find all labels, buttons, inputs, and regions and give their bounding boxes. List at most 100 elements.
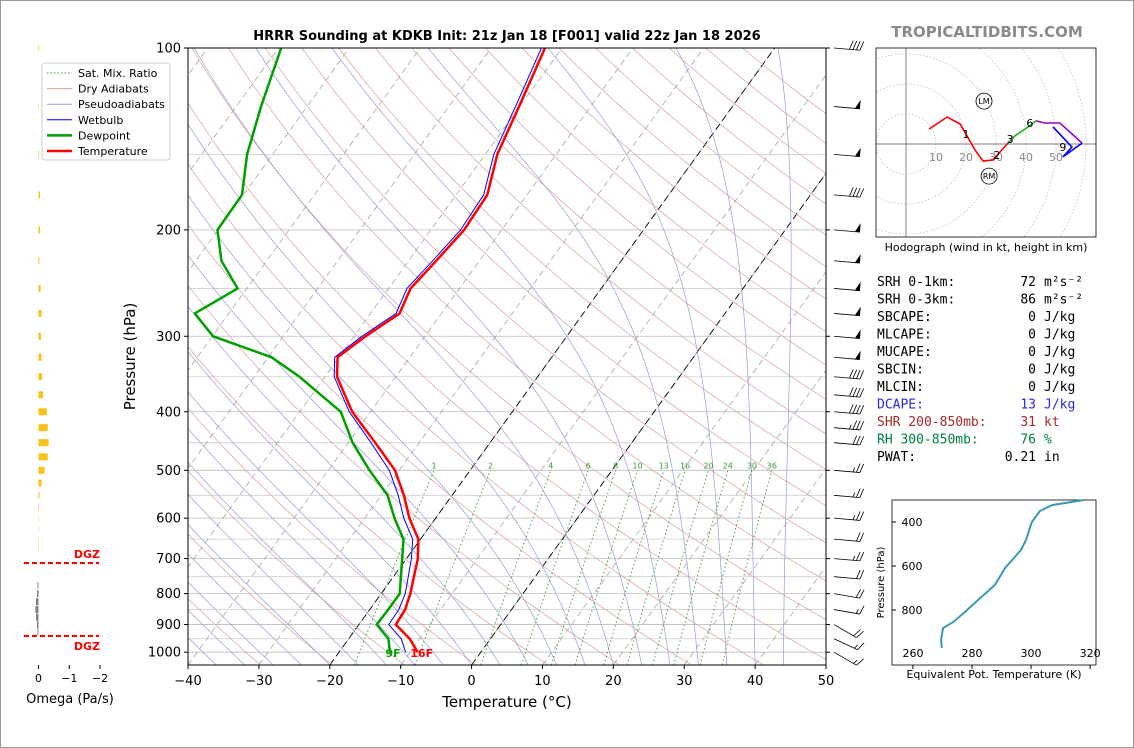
barb-pennant bbox=[854, 281, 861, 291]
wind-barb bbox=[833, 435, 865, 446]
highlight-isotherm bbox=[471, 172, 826, 665]
barb-full bbox=[849, 40, 854, 50]
omega-bar bbox=[38, 491, 40, 499]
stat-unit: % bbox=[1044, 433, 1052, 448]
mixing-ratio-line bbox=[603, 470, 665, 665]
stat-label: MUCAPE: bbox=[877, 345, 932, 360]
y-tick-label: 400 bbox=[156, 405, 181, 420]
barb-full bbox=[859, 421, 865, 431]
barb-staff bbox=[833, 558, 860, 562]
omega-bar bbox=[38, 257, 40, 265]
wind-barb bbox=[833, 624, 864, 638]
barb-full bbox=[859, 436, 865, 446]
x-tick-label: 0 bbox=[467, 674, 475, 689]
y-tick-label: 300 bbox=[156, 330, 181, 345]
y-tick-label: 600 bbox=[902, 560, 923, 573]
isotherm bbox=[188, 48, 634, 665]
barb-pennant bbox=[854, 99, 861, 109]
barb-full bbox=[852, 187, 858, 197]
barb-staff bbox=[833, 576, 860, 580]
x-axis-label: Omega (Pa/s) bbox=[26, 692, 114, 707]
barb-full bbox=[856, 187, 861, 197]
mixing-ratio-line bbox=[673, 470, 729, 665]
barb-full bbox=[852, 369, 858, 379]
storm-motion-label: LM bbox=[978, 97, 989, 106]
barb-staff bbox=[833, 624, 857, 638]
x-axis-label: Equivalent Pot. Temperature (K) bbox=[906, 668, 1081, 681]
barb-staff bbox=[833, 638, 858, 651]
pseudoadiabat bbox=[188, 553, 302, 665]
omega-bar bbox=[36, 590, 39, 598]
barb-full bbox=[856, 41, 861, 51]
y-tick-label: 800 bbox=[902, 604, 923, 617]
y-axis-label: Pressure (hPa) bbox=[121, 303, 139, 411]
x-tick-label: 50 bbox=[818, 674, 835, 689]
barb-full bbox=[859, 370, 865, 380]
y-tick-label: 600 bbox=[156, 512, 181, 527]
x-tick-label: −10 bbox=[387, 674, 414, 689]
omega-bar bbox=[38, 466, 45, 474]
y-tick-label: 400 bbox=[902, 516, 923, 529]
wind-barb bbox=[833, 147, 861, 158]
dry-adiabat bbox=[521, 48, 826, 300]
pseudoadiabat bbox=[255, 48, 643, 665]
omega-bar bbox=[37, 581, 39, 589]
mixing-ratio-label: 8 bbox=[613, 461, 618, 470]
stat-unit: m²s⁻² bbox=[1044, 293, 1083, 308]
barb-full bbox=[856, 658, 864, 666]
hodograph-trace bbox=[1007, 120, 1037, 144]
hodograph-area bbox=[876, 48, 1096, 237]
pseudoadiabat bbox=[188, 123, 586, 665]
wind-barb bbox=[833, 463, 865, 473]
stat-value: 31 bbox=[1020, 415, 1036, 430]
pseudoadiabat bbox=[188, 609, 245, 665]
barb-staff bbox=[833, 153, 860, 158]
stat-value: 0 bbox=[1028, 363, 1036, 378]
skewt-plot-area bbox=[188, 48, 826, 665]
barb-full bbox=[849, 187, 854, 197]
barb-pennant bbox=[854, 306, 861, 316]
omega-bar bbox=[36, 613, 39, 621]
barb-staff bbox=[833, 411, 860, 415]
barb-pennant bbox=[854, 350, 861, 360]
omega-bar bbox=[38, 408, 47, 416]
stat-unit: kt bbox=[1044, 415, 1060, 430]
dry-adiabat bbox=[411, 48, 826, 400]
pseudoadiabat bbox=[188, 305, 501, 665]
wind-barb bbox=[833, 254, 861, 264]
hodograph-trace bbox=[1035, 120, 1083, 144]
omega-bar bbox=[38, 424, 48, 432]
barb-full bbox=[856, 404, 861, 414]
isotherm bbox=[188, 48, 421, 371]
mixing-ratio-label: 1 bbox=[431, 461, 436, 470]
pseudoadiabat bbox=[188, 581, 274, 665]
plot-frame bbox=[187, 47, 827, 666]
barb-staff bbox=[833, 47, 860, 51]
mixing-ratio-line bbox=[652, 470, 709, 665]
barb-full bbox=[856, 569, 861, 579]
legend-label: Dry Adiabats bbox=[78, 83, 149, 96]
pseudoadiabat bbox=[188, 391, 444, 665]
barb-full bbox=[859, 405, 865, 415]
barb-full bbox=[859, 188, 865, 198]
surface-label: 16F bbox=[410, 647, 433, 660]
wind-barb bbox=[833, 638, 865, 651]
pseudoadiabat bbox=[331, 48, 671, 665]
hodograph-caption: Hodograph (wind in kt, height in km) bbox=[885, 241, 1088, 254]
mixing-ratio-line bbox=[480, 470, 552, 665]
stat-unit: J/kg bbox=[1044, 310, 1075, 325]
barb-full bbox=[853, 629, 861, 637]
stat-value: 13 bbox=[1020, 398, 1036, 413]
profile-line bbox=[333, 48, 542, 653]
wind-barb bbox=[833, 651, 864, 666]
ring-label: 10 bbox=[929, 151, 943, 164]
omega-bar bbox=[35, 606, 39, 614]
pseudoadiabat bbox=[675, 48, 756, 665]
legend-label: Temperature bbox=[77, 145, 148, 158]
mixing-ratio-label: 10 bbox=[632, 461, 642, 470]
dry-adiabat bbox=[301, 48, 826, 507]
dry-adiabat bbox=[558, 48, 826, 268]
barb-full bbox=[856, 532, 861, 542]
mixing-ratio-label: 20 bbox=[703, 461, 713, 470]
